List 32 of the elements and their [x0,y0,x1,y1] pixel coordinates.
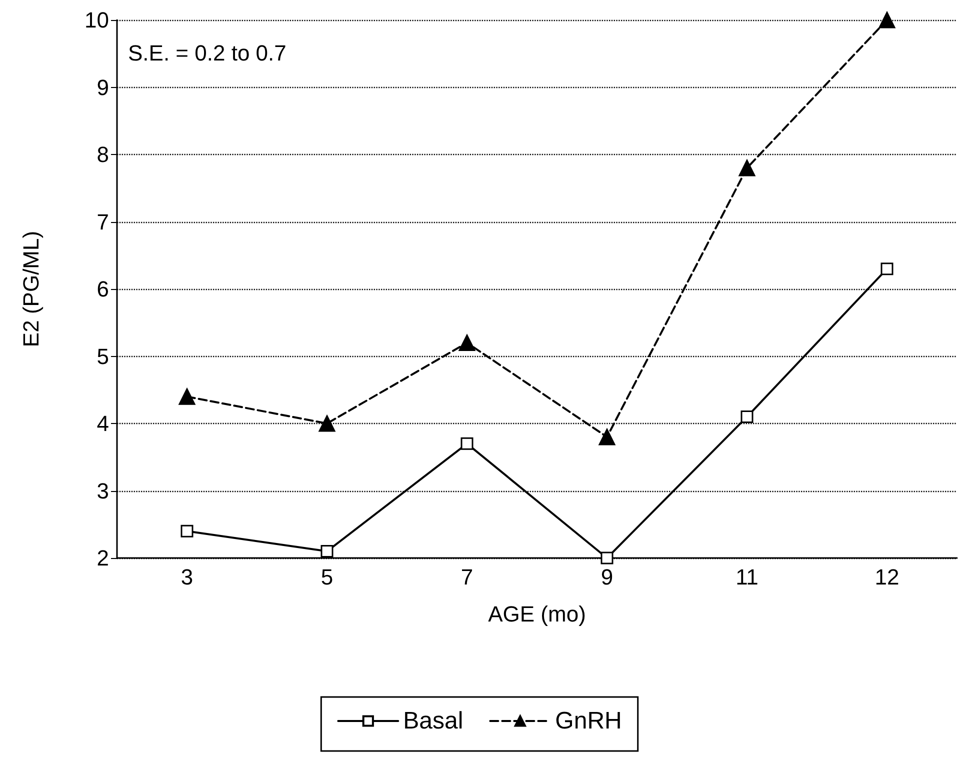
legend-label: Basal [403,708,464,734]
x-axis-title: AGE (mo) [488,602,586,626]
point [880,262,894,276]
y-tick-label: 9 [96,74,109,100]
y-tick-label: 10 [84,8,109,32]
x-tick-label: 12 [874,564,900,590]
point [878,12,896,28]
x-tick-label: 9 [600,564,614,590]
y-tick-label: 4 [96,411,109,436]
point [738,160,756,176]
y-tick-label: 8 [96,142,109,167]
point [320,545,334,558]
point [460,437,474,450]
point [598,428,616,446]
legend-label: GnRH [555,708,622,734]
y-tick-label: 2 [96,546,109,570]
point [458,334,476,352]
point [178,388,196,405]
point [180,524,194,538]
y-tick-label: 7 [96,209,109,234]
point [740,410,754,424]
y-tick-label: 3 [96,478,109,504]
y-axis-title: E2 (PG/ML) [18,230,44,348]
annotation: S.E. = 0.2 to 0.7 [128,40,286,66]
x-tick-label: 3 [180,564,194,590]
y-tick-label: 6 [96,276,109,302]
x-tick-label: 7 [460,564,474,590]
x-tick-label: 11 [736,564,758,590]
point [318,415,336,432]
point [600,552,614,564]
x-tick-label: 5 [320,564,334,590]
y-tick-label: 5 [96,344,109,369]
